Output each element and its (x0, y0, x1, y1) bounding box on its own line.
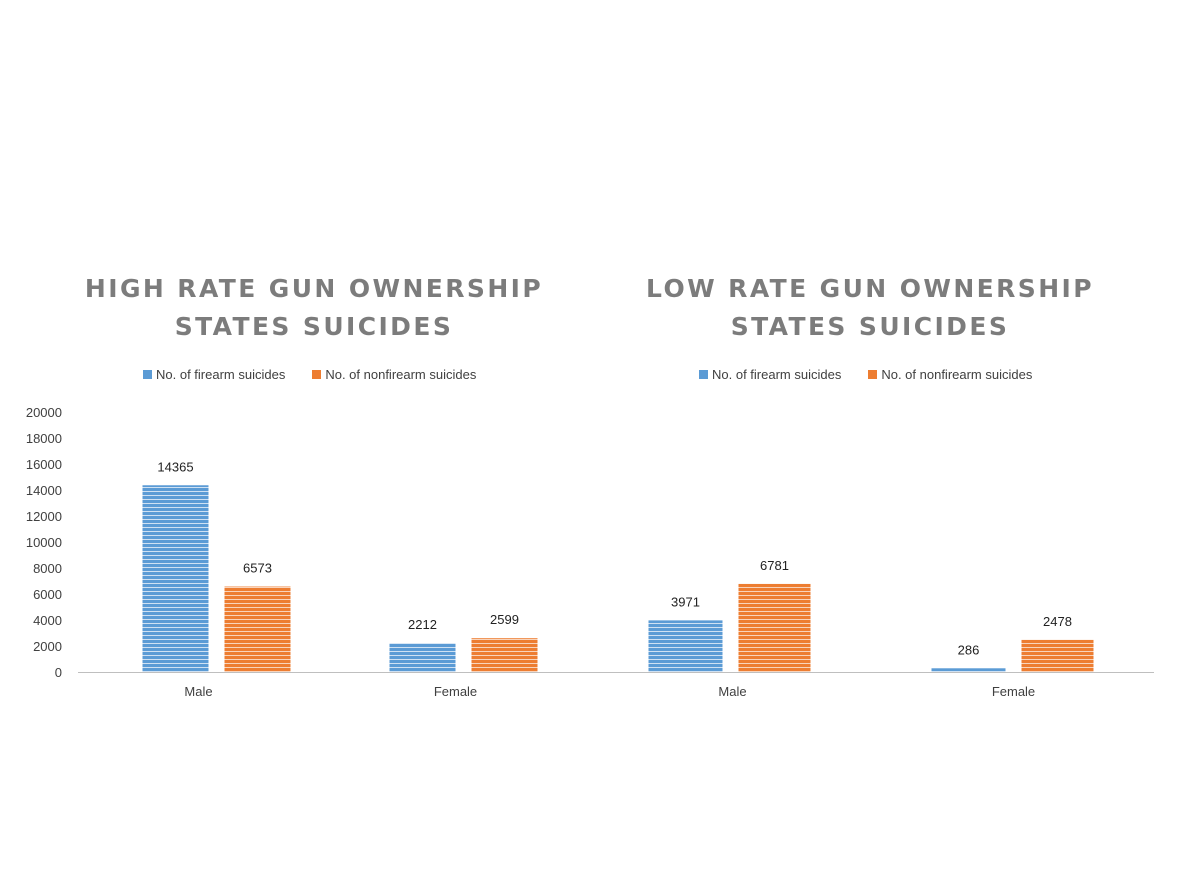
chart-title-low: LOW RATE GUN OWNERSHIP STATES SUICIDES (630, 270, 1110, 346)
legend-item-firearm: No. of firearm suicides (143, 367, 285, 382)
x-tick-label: Male (718, 684, 746, 699)
x-tick-label: Male (184, 684, 212, 699)
bar-firearm-female (389, 643, 456, 672)
bar-firearm-male (648, 620, 723, 672)
y-tick-label: 6000 (33, 587, 62, 602)
legend-high: No. of firearm suicides No. of nonfirear… (143, 367, 503, 382)
data-label: 6573 (243, 561, 272, 576)
data-label: 3971 (671, 594, 700, 609)
y-tick-label: 14000 (26, 483, 62, 498)
chart-title-high-line-2: STATES SUICIDES (174, 312, 454, 341)
x-tick-label: Female (434, 684, 477, 699)
y-tick-label: 10000 (26, 535, 62, 550)
data-label: 2478 (1043, 614, 1072, 629)
data-label: 286 (958, 642, 980, 657)
y-tick-label: 12000 (26, 509, 62, 524)
chart-title-high-line-1: HIGH RATE GUN OWNERSHIP (84, 274, 544, 303)
legend-swatch-firearm (699, 370, 708, 379)
chart-title-high: HIGH RATE GUN OWNERSHIP STATES SUICIDES (74, 270, 554, 346)
data-label: 2599 (490, 612, 519, 627)
legend-swatch-firearm (143, 370, 152, 379)
y-tick-label: 18000 (26, 431, 62, 446)
bar-firearm-female (931, 668, 1006, 672)
bar-nonfirearm-male (738, 583, 811, 672)
y-tick-label: 0 (55, 665, 62, 680)
legend-item-nonfirearm: No. of nonfirearm suicides (868, 367, 1032, 382)
y-tick-label: 2000 (33, 639, 62, 654)
legend-label-nonfirearm: No. of nonfirearm suicides (881, 367, 1033, 382)
chart-title-low-line-2: STATES SUICIDES (730, 312, 1010, 341)
label-layer: 0 2000 4000 6000 8000 10000 12000 14000 16000 180… (26, 405, 1072, 699)
data-label: 6781 (760, 558, 789, 573)
legend-label-nonfirearm: No. of nonfirearm suicides (325, 367, 477, 382)
bar-firearm-male (142, 485, 209, 672)
y-tick-label: 8000 (33, 561, 62, 576)
bar-nonfirearm-female (471, 638, 538, 672)
bar-layer (142, 485, 1094, 672)
legend-swatch-nonfirearm (868, 370, 878, 379)
legend-low: No. of firearm suicides No. of nonfirear… (699, 367, 1059, 382)
x-tick-label: Female (992, 684, 1035, 699)
y-tick-label: 16000 (26, 457, 62, 472)
bar-nonfirearm-female (1021, 639, 1094, 672)
data-label: 2212 (408, 617, 437, 632)
legend-label-firearm: No. of firearm suicides (712, 367, 842, 382)
bar-nonfirearm-male (224, 586, 291, 672)
legend-item-firearm: No. of firearm suicides (699, 367, 841, 382)
legend-label-firearm: No. of firearm suicides (156, 367, 286, 382)
y-tick-label: 4000 (33, 613, 62, 628)
data-label: 14365 (157, 459, 193, 474)
legend-swatch-nonfirearm (312, 370, 322, 379)
chart-title-low-line-1: LOW RATE GUN OWNERSHIP (646, 274, 1094, 303)
legend-item-nonfirearm: No. of nonfirearm suicides (312, 367, 476, 382)
y-tick-label: 20000 (26, 405, 62, 420)
